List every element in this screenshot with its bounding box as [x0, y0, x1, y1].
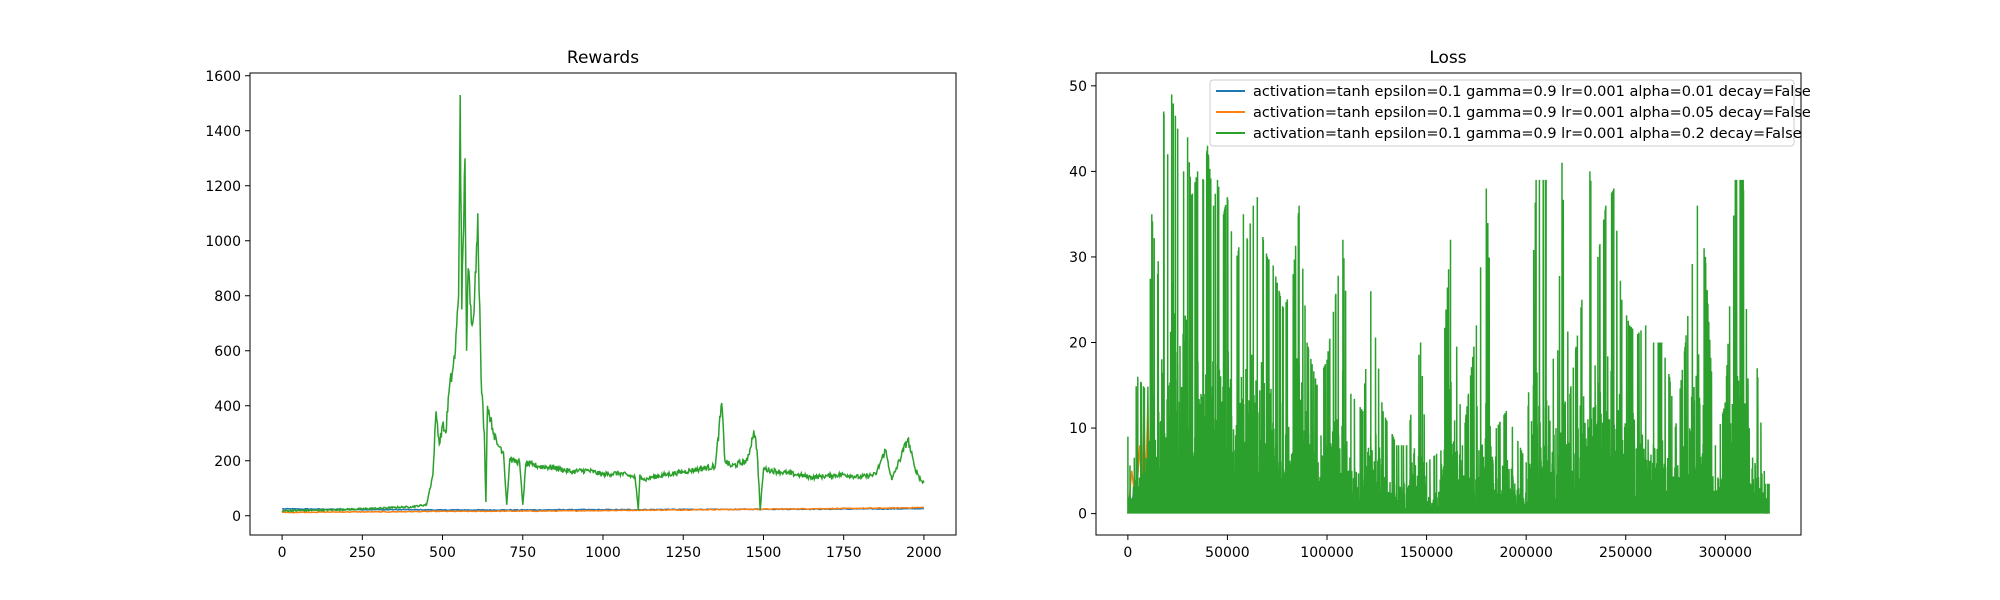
- legend-box: [1209, 79, 1795, 147]
- loss-x-tick-label: 150000: [1400, 545, 1453, 561]
- rewards-y-tick-label: 0: [232, 509, 241, 525]
- rewards-y-tick-label: 1600: [205, 69, 241, 85]
- legend-label-series-3: activation=tanh epsilon=0.1 gamma=0.9 lr…: [1253, 126, 1802, 142]
- rewards-x-tick-label: 250: [349, 545, 376, 561]
- loss-chart-title: Loss: [1429, 48, 1466, 68]
- rewards-x-tick-label: 1250: [665, 545, 701, 561]
- rewards-series-2-line: [281, 506, 924, 514]
- rewards-y-tick-label: 1400: [205, 124, 241, 140]
- rewards-x-tick-label: 500: [429, 545, 456, 561]
- legend-label-series-1: activation=tanh epsilon=0.1 gamma=0.9 lr…: [1253, 84, 1811, 100]
- rewards-chart-title: Rewards: [567, 48, 639, 68]
- rewards-y-tick-label: 400: [214, 399, 241, 415]
- rewards-x-tick-label: 1500: [746, 545, 782, 561]
- legend-label-series-2: activation=tanh epsilon=0.1 gamma=0.9 lr…: [1253, 105, 1811, 121]
- loss-y-tick-label: 10: [1069, 421, 1087, 437]
- rewards-x-tick-label: 1000: [585, 545, 621, 561]
- rewards-x-tick-label: 2000: [906, 545, 942, 561]
- rewards-plot-frame: [249, 72, 957, 536]
- rewards-y-tick-label: 800: [214, 289, 241, 305]
- loss-y-tick-label: 0: [1078, 507, 1087, 523]
- rewards-x-tick-label: 0: [278, 545, 287, 561]
- loss-x-tick-label: 100000: [1300, 545, 1353, 561]
- loss-y-tick-label: 40: [1069, 164, 1087, 180]
- rewards-y-tick-label: 1200: [205, 179, 241, 195]
- rewards-x-tick-label: 1750: [826, 545, 862, 561]
- loss-series-3-line: [1127, 94, 1770, 514]
- loss-plot-frame: [1095, 72, 1802, 536]
- loss-x-tick-label: 250000: [1599, 545, 1652, 561]
- loss-panel: Loss 0 50000 100000 150000 200000 250000 30000…: [1069, 48, 1811, 561]
- loss-x-tick-label: 200000: [1499, 545, 1552, 561]
- loss-y-tick-label: 30: [1069, 250, 1087, 266]
- loss-x-tick-label: 0: [1123, 545, 1132, 561]
- rewards-series-3-line: [281, 94, 925, 513]
- rewards-y-tick-label: 1000: [205, 234, 241, 250]
- loss-x-tick-label: 300000: [1699, 545, 1752, 561]
- loss-y-tick-label: 50: [1069, 79, 1087, 95]
- loss-legend: activation=tanh epsilon=0.1 gamma=0.9 lr…: [1209, 79, 1811, 147]
- loss-y-tick-label: 20: [1069, 336, 1087, 352]
- rewards-x-tick-label: 750: [509, 545, 536, 561]
- loss-x-tick-label: 50000: [1205, 545, 1250, 561]
- rewards-y-tick-label: 200: [214, 454, 241, 470]
- rewards-y-tick-label: 600: [214, 344, 241, 360]
- rewards-panel: Rewards 0 250 500 750 1000 1250 1500 1750 2000 0 2…: [205, 48, 957, 561]
